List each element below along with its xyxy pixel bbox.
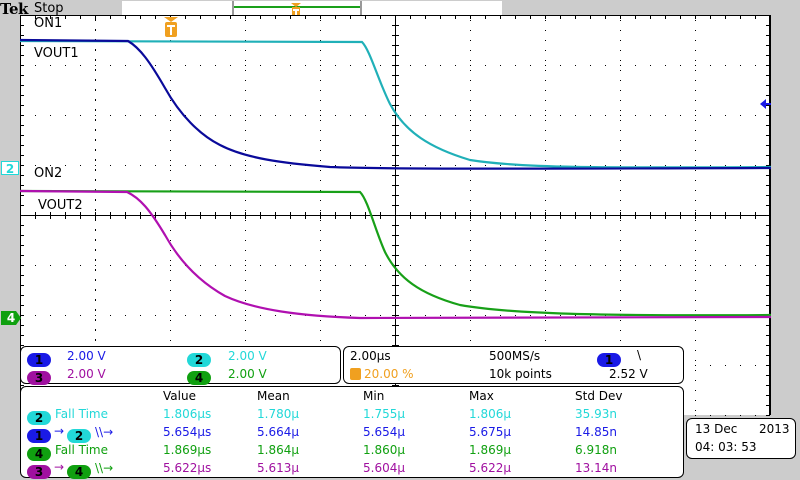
measurement-mean: 5.664µ [257, 425, 299, 439]
vout2-trace [19, 189, 772, 317]
ch4-scale: 2.00 V [228, 367, 267, 381]
channel-scale-panel: 1 2.00 V 2 2.00 V 3 2.00 V 4 2.00 V [20, 346, 341, 385]
sample-rate: 500MS/s [489, 349, 541, 363]
record-length: 10k points [489, 367, 552, 381]
on2-trace [19, 189, 772, 320]
measurement-label: Fall Time [55, 407, 109, 421]
date: 13 Dec [695, 422, 738, 436]
measurement-std: 14.85n [575, 425, 617, 439]
trigger-level: 2.52 V [609, 367, 648, 381]
time: 04: 03: 53 [695, 440, 757, 454]
delay-edge-icon: \\→ [95, 461, 114, 475]
ch2-ground-marker[interactable]: 2 [1, 161, 19, 176]
year: 2013 [759, 422, 790, 436]
measurement-label: Fall Time [55, 443, 109, 457]
trigger-position: 20.00 % [364, 367, 414, 381]
source-badge: 2 [27, 411, 51, 425]
source-badge: 1 [27, 429, 51, 443]
measurement-max: 1.869µ [469, 443, 511, 457]
measurement-value: 1.869µs [163, 443, 212, 457]
brand-logo: Tek [0, 0, 28, 18]
ch4-badge[interactable]: 4 [187, 371, 211, 385]
trigger-position-badge-icon [350, 368, 361, 380]
vout1-label: VOUT1 [34, 46, 79, 61]
measurement-std: 13.14n [575, 461, 617, 475]
ch3-scale: 2.00 V [67, 367, 106, 381]
ch4-ground-marker[interactable]: 4 [1, 311, 21, 325]
ch2-badge[interactable]: 2 [187, 353, 211, 367]
on1-label: ON1 [34, 16, 63, 31]
ch1-scale: 2.00 V [67, 349, 106, 363]
dest-badge: 4 [67, 465, 91, 479]
col-stddev: Std Dev [575, 389, 623, 403]
ch2-scale: 2.00 V [228, 349, 267, 363]
measurement-std: 35.93n [575, 407, 617, 421]
measurement-min: 5.604µ [363, 461, 405, 475]
measurements-panel: Value Mean Min Max Std Dev 2 Fall Time 1… [20, 386, 684, 480]
col-mean: Mean [257, 389, 290, 403]
on2-label: ON2 [34, 166, 63, 181]
measurement-value: 1.806µs [163, 407, 212, 421]
col-max: Max [469, 389, 494, 403]
delay-edge-icon: \\→ [95, 425, 114, 439]
vout2-label: VOUT2 [38, 198, 83, 213]
col-min: Min [363, 389, 385, 403]
measurement-value: 5.622µs [163, 461, 212, 475]
col-value: Value [163, 389, 196, 403]
measurement-mean: 1.864µ [257, 443, 299, 457]
measurement-mean: 1.780µ [257, 407, 299, 421]
record-view-bar-right [270, 1, 502, 15]
arrow-icon: → [54, 460, 65, 474]
acquisition-status: Stop [34, 1, 64, 16]
measurement-max: 5.622µ [469, 461, 511, 475]
on1-trace [19, 38, 772, 170]
measurement-min: 1.755µ [363, 407, 405, 421]
trigger-slope-icon: \ [637, 348, 642, 362]
arrow-icon: → [54, 424, 65, 438]
horizontal-scale: 2.00µs [350, 349, 391, 363]
trigger-source-badge[interactable]: 1 [597, 353, 621, 367]
timebase-panel: 2.00µs 20.00 % 500MS/s 10k points 1 \ 2.… [343, 346, 684, 384]
measurement-row[interactable]: 4 [27, 443, 51, 462]
source-badge: 3 [27, 465, 51, 479]
measurement-max: 5.675µ [469, 425, 511, 439]
datetime-panel: 13 Dec 2013 04: 03: 53 [686, 418, 796, 459]
source-badge: 4 [27, 447, 51, 461]
measurement-row[interactable]: 3 [27, 461, 51, 480]
measurement-row[interactable]: 2 [27, 407, 51, 426]
record-trigger-marker-icon [291, 3, 301, 16]
measurement-mean: 5.613µ [257, 461, 299, 475]
measurement-max: 1.806µ [469, 407, 511, 421]
record-window-indicator[interactable] [232, 1, 362, 15]
ch1-badge[interactable]: 1 [27, 353, 51, 367]
measurement-row[interactable]: 1 [27, 425, 51, 444]
dest-badge: 2 [67, 429, 91, 443]
measurement-min: 5.654µ [363, 425, 405, 439]
measurement-std: 6.918n [575, 443, 617, 457]
measurement-value: 5.654µs [163, 425, 212, 439]
measurement-min: 1.860µ [363, 443, 405, 457]
ch3-badge[interactable]: 3 [27, 371, 51, 385]
